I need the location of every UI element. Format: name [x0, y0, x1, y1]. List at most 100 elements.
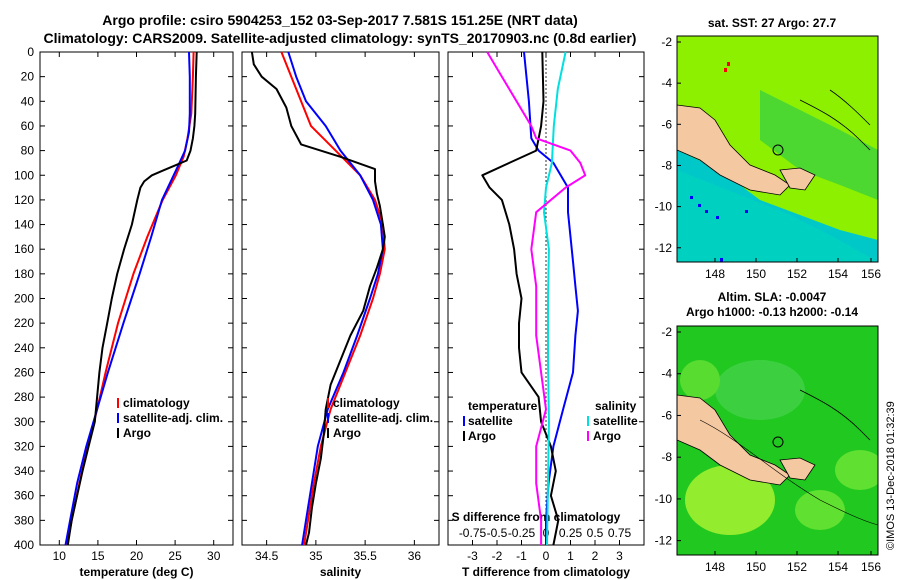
depth-tick-label: 380: [14, 513, 34, 527]
difference-legend-s-label: satellite: [593, 414, 638, 428]
difference-legend-t-label: Argo: [468, 429, 496, 443]
difference-panel: -3 -2 -1 0 1 2 3 T difference from climatology S…: [447, 51, 645, 579]
mapTopTicks-xtick-label: 154: [828, 267, 848, 281]
depth-tick-label: 300: [14, 415, 34, 429]
sst-map-title: sat. SST: 27 Argo: 27.7: [708, 16, 837, 30]
temperature-xtick-label: 10: [53, 549, 67, 563]
depth-tick-label: 140: [14, 218, 34, 232]
mapBotTicks-xtick-label: 152: [787, 560, 807, 574]
mapBotTicks-ytick-label: -6: [661, 408, 672, 422]
difference-s-label: S difference from climatology: [452, 510, 621, 524]
difference-series-t-satellite: [523, 51, 579, 545]
salinity-axes-frame: [241, 51, 440, 546]
depth-tick-label: 400: [14, 538, 34, 552]
difference-xtick-label: -3: [467, 549, 478, 563]
temperature-legend-label: satellite-adj. clim.: [123, 411, 223, 425]
depth-tick-label: 360: [14, 489, 34, 503]
temperature-xtick-label: 20: [130, 549, 144, 563]
mapBotTicks-ytick-label: -8: [661, 450, 672, 464]
depth-tick-label: 160: [14, 242, 34, 256]
temperature-series-satellite-adj-clim-: [64, 51, 191, 546]
difference-xtick-label: 3: [616, 549, 623, 563]
mapBotTicks-xtick-label: 154: [828, 560, 848, 574]
mapTopTicks-xtick-label: 152: [787, 267, 807, 281]
depth-tick-label: 20: [21, 70, 35, 84]
difference-s-tick-label: -0.5: [487, 526, 508, 540]
temperature-axes-frame: [39, 51, 234, 546]
temperature-xtick-label: 30: [207, 549, 221, 563]
difference-xtick-label: -1: [516, 549, 527, 563]
difference-axes-frame: [447, 51, 645, 546]
difference-xtick-label: 2: [592, 549, 599, 563]
difference-legend-t-title: temperature: [468, 399, 538, 413]
depth-tick-label: 40: [21, 94, 35, 108]
depth-tick-label: 260: [14, 365, 34, 379]
mapTopTicks-xtick-label: 156: [861, 267, 881, 281]
sla-map-subtitle: Argo h1000: -0.13 h2000: -0.14: [686, 305, 858, 319]
temperature-xtick-label: 15: [91, 549, 105, 563]
difference-s-tick-label: 0.25: [559, 526, 583, 540]
difference-xtick-label: 0: [543, 549, 550, 563]
sst-map: sat. SST: 27 Argo: 27.7 148 150 152 154 156 -…: [655, 16, 882, 281]
salinity-xtick-label: 36: [408, 549, 422, 563]
mapTopTicks-ytick-label: -8: [661, 158, 672, 172]
title-line-2: Climatology: CARS2009. Satellite-adjuste…: [44, 30, 637, 46]
mapTopTicks-ytick-label: -2: [661, 35, 672, 49]
mapBotTicks-xtick-label: 148: [705, 560, 725, 574]
difference-s-tick-label: 0.5: [587, 526, 604, 540]
depth-tick-label: 220: [14, 316, 34, 330]
mapTopTicks-ytick-label: -4: [661, 76, 672, 90]
difference-series-s-argo: [486, 51, 587, 545]
depth-tick-label: 240: [14, 341, 34, 355]
mapTopTicks-ytick-label: -12: [655, 241, 673, 255]
temperature-panel: 0 20 40 60 80 100 120 140 160 180 200 220 240 260 280 3…: [14, 45, 234, 579]
depth-tick-label: 200: [14, 292, 34, 306]
salinity-legend-label: satellite-adj. clim.: [333, 411, 433, 425]
difference-series-t-argo: [481, 51, 560, 546]
mapTopTicks-xtick-label: 150: [746, 267, 766, 281]
imos-stamp: ©IMOS 13-Dec-2018 01:32:39: [885, 401, 897, 550]
mapBotTicks-ytick-label: -4: [661, 367, 672, 381]
salinity-series-satellite-adj-clim-: [287, 51, 384, 546]
salinity-xtick-label: 35: [309, 549, 323, 563]
difference-legend-s-title: salinity: [595, 399, 637, 413]
salinity-legend-label: climatology: [333, 396, 400, 410]
depth-tick-label: 120: [14, 193, 34, 207]
mapTopTicks-ytick-label: -10: [655, 200, 673, 214]
difference-xtick-label: -2: [492, 549, 503, 563]
salinity-xlabel: salinity: [320, 565, 362, 579]
depth-tick-label: 100: [14, 168, 34, 182]
difference-xlabel: T difference from climatology: [462, 565, 630, 579]
temperature-legend-label: climatology: [123, 396, 190, 410]
difference-legend-t-label: satellite: [468, 414, 513, 428]
sla-map-title: Altim. SLA: -0.0047: [718, 290, 827, 304]
temperature-xlabel: temperature (deg C): [79, 565, 193, 579]
mapBotTicks-ytick-label: -2: [661, 325, 672, 339]
salinity-panel: 34.5 35 35.5 36 salinity climatologysatellite…: [241, 51, 440, 579]
difference-xtick-label: 1: [567, 549, 574, 563]
depth-tick-label: 280: [14, 390, 34, 404]
mapTopTicks-xtick-label: 148: [705, 267, 725, 281]
temperature-series-argo: [66, 51, 198, 546]
title-line-1: Argo profile: csiro 5904253_152 03-Sep-2…: [102, 12, 577, 28]
depth-tick-label: 80: [21, 144, 35, 158]
difference-series-s-satellite: [543, 51, 567, 546]
salinity-series-argo: [250, 51, 386, 546]
mapBotTicks-ytick-label: -12: [655, 534, 673, 548]
mapBotTicks-xtick-label: 150: [746, 560, 766, 574]
depth-tick-label: 180: [14, 267, 34, 281]
difference-s-tick-label: -0.75: [459, 526, 487, 540]
sla-map: Altim. SLA: -0.0047 Argo h1000: -0.13 h2…: [655, 290, 882, 574]
salinity-series-climatology: [280, 51, 386, 546]
difference-legend-s-label: Argo: [593, 429, 621, 443]
salinity-legend-label: Argo: [333, 426, 361, 440]
temperature-xtick-label: 25: [168, 549, 182, 563]
mapBotTicks-xtick-label: 156: [861, 560, 881, 574]
salinity-xtick-label: 35.5: [353, 549, 377, 563]
depth-tick-label: 0: [27, 45, 34, 59]
depth-tick-label: 340: [14, 464, 34, 478]
mapBotTicks-ytick-label: -10: [655, 492, 673, 506]
salinity-xtick-label: 34.5: [255, 549, 279, 563]
difference-s-tick-label: -0.25: [508, 526, 536, 540]
